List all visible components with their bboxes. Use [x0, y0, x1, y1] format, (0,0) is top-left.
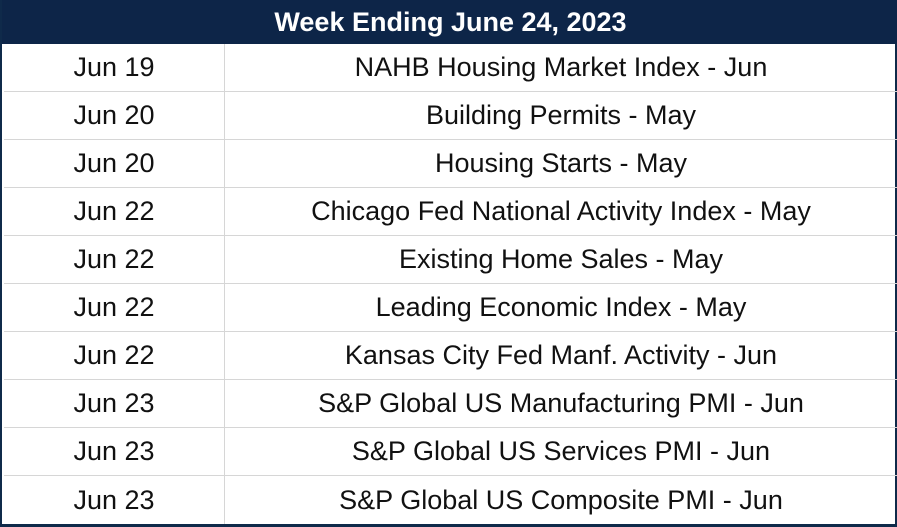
table-row: Jun 20 Building Permits - May	[4, 92, 897, 140]
table-title: Week Ending June 24, 2023	[2, 0, 897, 44]
table-row: Jun 23 S&P Global US Services PMI - Jun	[4, 428, 897, 476]
row-date: Jun 20	[4, 92, 225, 139]
row-event: Leading Economic Index - May	[375, 292, 747, 322]
row-event: S&P Global US Composite PMI - Jun	[339, 484, 783, 515]
row-date: Jun 23	[4, 428, 225, 475]
table-row: Jun 22 Chicago Fed National Activity Ind…	[4, 188, 897, 236]
row-date: Jun 23	[4, 380, 225, 427]
table-row: Jun 20 Housing Starts - May	[4, 140, 897, 188]
row-event: Housing Starts - May	[434, 148, 688, 178]
row-date: Jun 20	[4, 140, 225, 187]
row-event: NAHB Housing Market Index - Jun	[354, 52, 768, 82]
row-date: Jun 22	[4, 188, 225, 235]
table-row: Jun 22 Existing Home Sales - May	[4, 236, 897, 284]
row-date: Jun 23	[4, 476, 225, 524]
table-row: Jun 23 S&P Global US Composite PMI - Jun	[4, 476, 897, 524]
row-event: S&P Global US Services PMI - Jun	[351, 436, 771, 466]
row-event: Chicago Fed National Activity Index - Ma…	[311, 196, 811, 226]
row-event: S&P Global US Manufacturing PMI - Jun	[318, 388, 804, 418]
row-event: Building Permits - May	[425, 100, 697, 130]
table-body: Jun 19 NAHB Housing Market Index - Jun J…	[4, 44, 897, 524]
table-row: Jun 19 NAHB Housing Market Index - Jun	[4, 44, 897, 92]
table-row: Jun 22 Leading Economic Index - May	[4, 284, 897, 332]
row-event: Existing Home Sales - May	[398, 244, 724, 274]
row-date: Jun 22	[4, 236, 225, 283]
row-date: Jun 22	[4, 284, 225, 331]
row-date: Jun 19	[4, 44, 225, 91]
row-event: Kansas City Fed Manf. Activity - Jun	[344, 340, 778, 370]
table-row: Jun 22 Kansas City Fed Manf. Activity - …	[4, 332, 897, 380]
row-date: Jun 22	[4, 332, 225, 379]
table-row: Jun 23 S&P Global US Manufacturing PMI -…	[4, 380, 897, 428]
